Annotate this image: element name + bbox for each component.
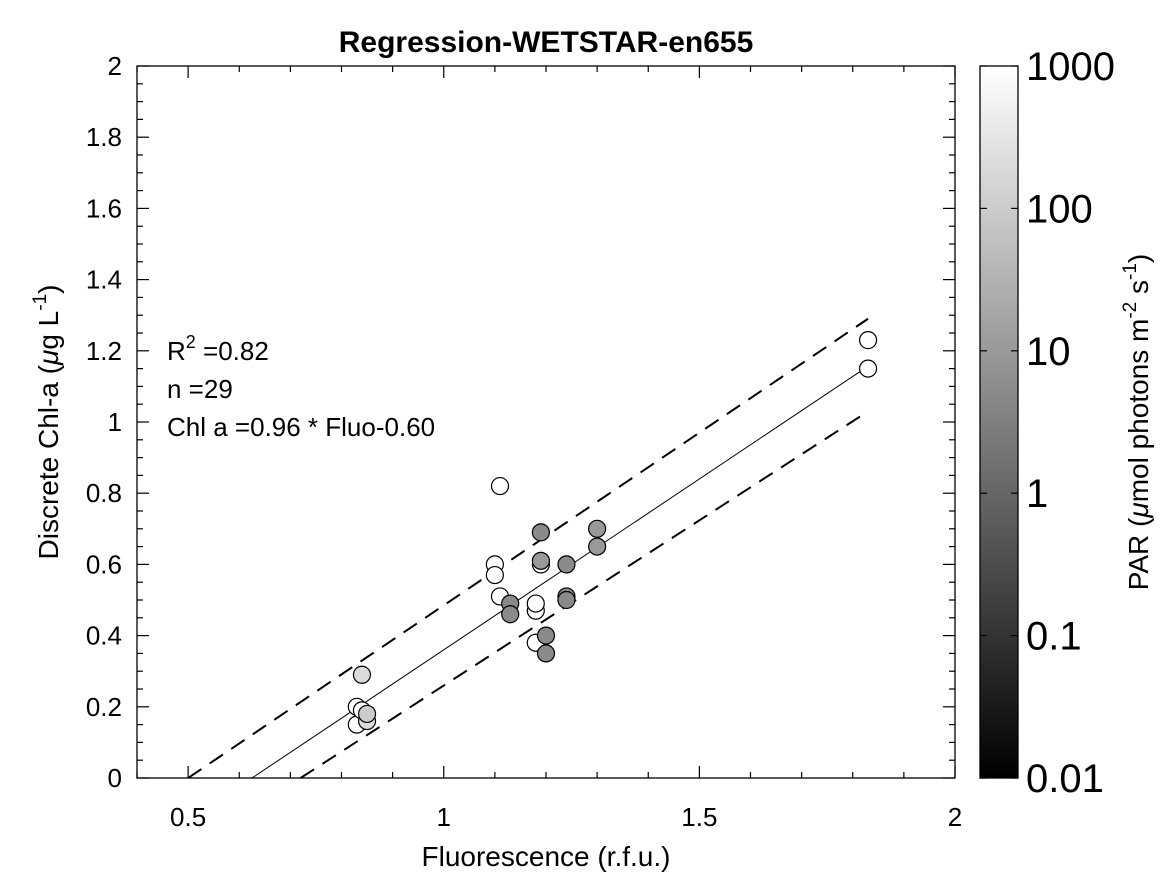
y-tick-label: 0 xyxy=(108,763,122,793)
r-squared-annotation: R2 =0.82 xyxy=(167,332,269,366)
data-point xyxy=(557,555,576,574)
data-point xyxy=(588,519,607,538)
x-axis-label: Fluorescence (r.f.u.) xyxy=(422,841,671,872)
upper-confidence-bound xyxy=(187,317,869,778)
y-axis-label: Discrete Chl-a (μg L-1) xyxy=(30,285,64,560)
colorbar-tick-label: 1 xyxy=(1026,472,1048,516)
data-point xyxy=(858,359,878,378)
colorbar-ticks: 0.01 0.1 1 10 100 1000 xyxy=(980,45,1115,801)
y-tick-label: 1.2 xyxy=(86,336,122,366)
data-point xyxy=(485,565,504,585)
data-point xyxy=(536,644,556,663)
data-point xyxy=(588,537,607,556)
colorbar-tick-label: 10 xyxy=(1026,330,1071,374)
y-tick-label: 1 xyxy=(108,407,122,437)
y-tick-label: 0.2 xyxy=(86,692,122,722)
data-point xyxy=(858,331,878,350)
n-annotation: n =29 xyxy=(167,374,233,404)
data-point xyxy=(557,590,576,610)
data-point xyxy=(357,704,377,724)
x-tick-label: 0.5 xyxy=(170,802,206,832)
data-point xyxy=(536,626,556,645)
x-tick-label: 1 xyxy=(437,802,451,832)
y-tick-label: 0.4 xyxy=(86,621,122,651)
colorbar-label: PAR (μmol photons m-2 s-1) xyxy=(1120,254,1154,591)
chart-title: Regression-WETSTAR-en655 xyxy=(339,26,754,59)
axis-ticks: 0.5 1 1.5 2 0 0.2 0.4 0.6 0.8 1 1.2 1.4 1.6 1.8 2 xyxy=(86,51,962,832)
x-tick-label: 1.5 xyxy=(681,802,717,832)
y-tick-label: 1.6 xyxy=(86,193,122,223)
colorbar-tick-label: 1000 xyxy=(1026,45,1115,89)
data-point xyxy=(526,594,545,613)
equation-annotation: Chl a =0.96 * Fluo-0.60 xyxy=(167,412,435,442)
colorbar-tick-label: 0.1 xyxy=(1026,615,1082,659)
y-tick-label: 2 xyxy=(108,51,122,81)
x-tick-label: 2 xyxy=(948,802,962,832)
colorbar-tick-label: 0.01 xyxy=(1026,757,1104,801)
colorbar-tick-label: 100 xyxy=(1026,187,1093,231)
data-point xyxy=(352,665,372,684)
y-tick-label: 1.4 xyxy=(86,265,122,295)
y-tick-label: 1.8 xyxy=(86,122,122,152)
data-point xyxy=(501,605,520,624)
y-tick-label: 0.6 xyxy=(86,549,122,579)
data-points xyxy=(347,331,878,734)
data-point xyxy=(531,551,550,570)
y-tick-label: 0.8 xyxy=(86,478,122,508)
lower-confidence-bound xyxy=(300,410,869,778)
data-point xyxy=(531,523,550,542)
data-point xyxy=(490,476,510,496)
colorbar xyxy=(979,65,1019,779)
